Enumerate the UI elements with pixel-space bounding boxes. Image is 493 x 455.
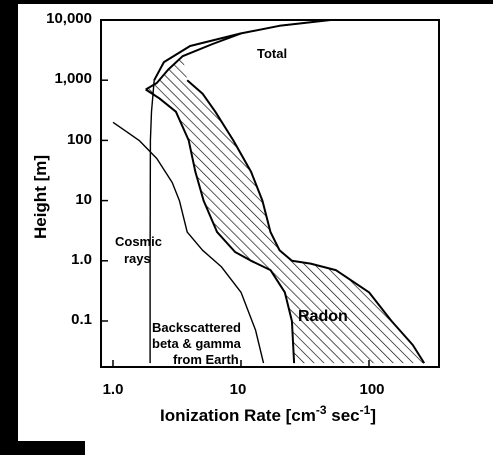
x-axis-title-main: Ionization Rate [cm bbox=[160, 406, 316, 425]
series-line-backscattered bbox=[112, 121, 265, 364]
annotation-radon: Radon bbox=[298, 308, 348, 325]
top-bar bbox=[0, 0, 493, 4]
radon-hatched-band bbox=[145, 56, 425, 364]
annotation-cosmic-line2: rays bbox=[124, 251, 151, 266]
ytick-label-100: 100 bbox=[67, 131, 92, 148]
ytick-label-10: 10 bbox=[75, 191, 92, 208]
xtick-label-1: 1.0 bbox=[103, 381, 124, 398]
xtick-label-10: 10 bbox=[230, 381, 247, 398]
xtick-label-100: 100 bbox=[359, 381, 384, 398]
x-axis-title: Ionization Rate [cm-3 sec-1] bbox=[160, 403, 376, 425]
series-line-radon-upper bbox=[145, 32, 242, 91]
ytick-label-10000: 10,000 bbox=[46, 10, 92, 27]
left-bar bbox=[0, 0, 18, 455]
x-axis-title-exp1: -3 bbox=[316, 403, 327, 417]
annotation-backscatter-line3: from Earth bbox=[173, 352, 239, 367]
bottom-bar bbox=[0, 441, 85, 455]
ytick-label-1000: 1,000 bbox=[54, 70, 92, 87]
annotation-cosmic-line1: Cosmic bbox=[115, 234, 162, 249]
plot-frame bbox=[100, 19, 440, 368]
ytick-label-1: 1.0 bbox=[71, 251, 92, 268]
x-axis-title-exp2: -1 bbox=[360, 403, 371, 417]
annotation-total: Total bbox=[257, 46, 287, 61]
annotation-backscatter-line1: Backscattered bbox=[152, 320, 241, 335]
series-line-total-upper bbox=[153, 20, 331, 81]
y-axis-title: Height [m] bbox=[31, 155, 50, 239]
x-axis-title-mid: sec bbox=[327, 406, 360, 425]
x-axis-title-end: ] bbox=[370, 406, 376, 425]
annotation-backscatter-line2: beta & gamma bbox=[152, 336, 242, 351]
series-line-total-lower bbox=[145, 88, 296, 364]
ytick-label-0.1: 0.1 bbox=[71, 311, 92, 328]
series-line-radon-right bbox=[186, 79, 426, 364]
